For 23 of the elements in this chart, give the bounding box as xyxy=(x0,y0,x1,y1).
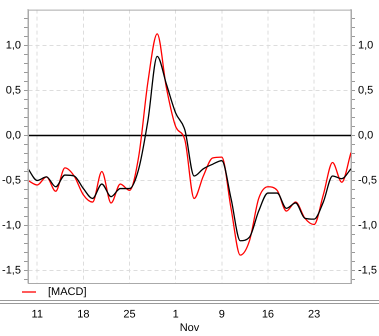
y2-tick-label: 1,0 xyxy=(358,40,374,52)
y-tick-label: 1,0 xyxy=(6,40,21,52)
x-tick-label: 1 xyxy=(172,308,179,321)
x-tick-label: 11 xyxy=(32,308,43,321)
x-tick-label: 23 xyxy=(308,308,320,321)
text: Nov xyxy=(180,322,200,334)
y2-tick-label: 0,5 xyxy=(358,84,374,97)
y-tick-label: -1,5 xyxy=(2,264,21,276)
x-tick-label: 25 xyxy=(123,308,136,321)
y-tick-label: -1,0 xyxy=(2,219,21,232)
y2-tick-label: -1,5 xyxy=(358,264,377,276)
y-tick-label: 0,0 xyxy=(6,130,21,142)
y2-tick-label: -1,0 xyxy=(358,219,377,232)
x-tick-label: 9 xyxy=(218,308,225,321)
x-tick-label: 16 xyxy=(262,308,274,321)
line-series xyxy=(27,33,352,256)
y2-tick-label: -0,5 xyxy=(358,174,377,187)
x-tick-label: 18 xyxy=(77,308,90,321)
text: [MACD] xyxy=(48,286,86,298)
y-tick-label: 0,5 xyxy=(6,84,21,97)
y-tick-label: -0,5 xyxy=(2,174,21,187)
line-series xyxy=(27,56,352,242)
y2-tick-label: 0,0 xyxy=(358,130,374,142)
